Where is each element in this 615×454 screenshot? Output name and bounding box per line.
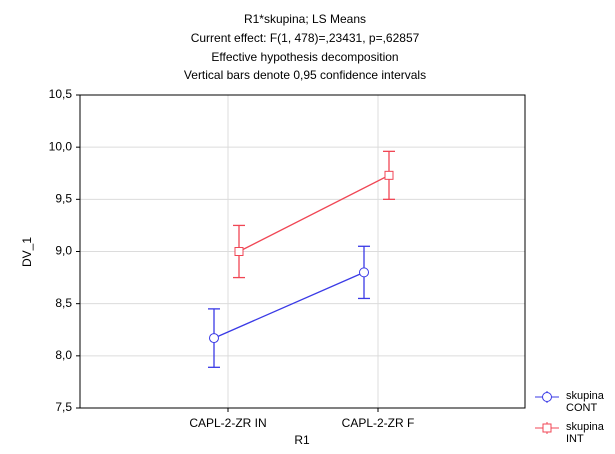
legend-symbol [542,392,552,402]
y-tick-label: 10,5 [49,87,73,101]
x-tick-label: CAPL-2-ZR IN [189,416,266,430]
x-axis-label: R1 [294,433,310,447]
chart-subtitle: Vertical bars denote 0,95 confidence int… [184,68,426,82]
x-tick-label: CAPL-2-ZR F [342,416,415,430]
chart-subtitle: Effective hypothesis decomposition [211,50,398,64]
legend-symbol [542,423,552,433]
y-tick-label: 8,0 [55,348,72,362]
series-line [238,174,390,253]
legend-label: skupina CONT [566,390,604,414]
chart-title: R1*skupina; LS Means [244,12,366,26]
data-point [209,333,219,344]
data-point [359,267,369,278]
data-point [234,247,244,256]
y-tick-label: 9,0 [55,244,72,258]
y-tick-label: 9,5 [55,192,72,206]
plot-frame [79,94,526,409]
y-tick-label: 10,0 [49,139,73,153]
y-axis-label: DV_1 [20,237,34,267]
y-tick-label: 7,5 [55,400,72,414]
chart-subtitle: Current effect: F(1, 478)=,23431, p=,628… [191,31,420,45]
y-tick-label: 8,5 [55,296,72,310]
series-line [213,271,365,339]
legend-label: skupina INT [566,421,604,445]
data-point [384,170,394,180]
